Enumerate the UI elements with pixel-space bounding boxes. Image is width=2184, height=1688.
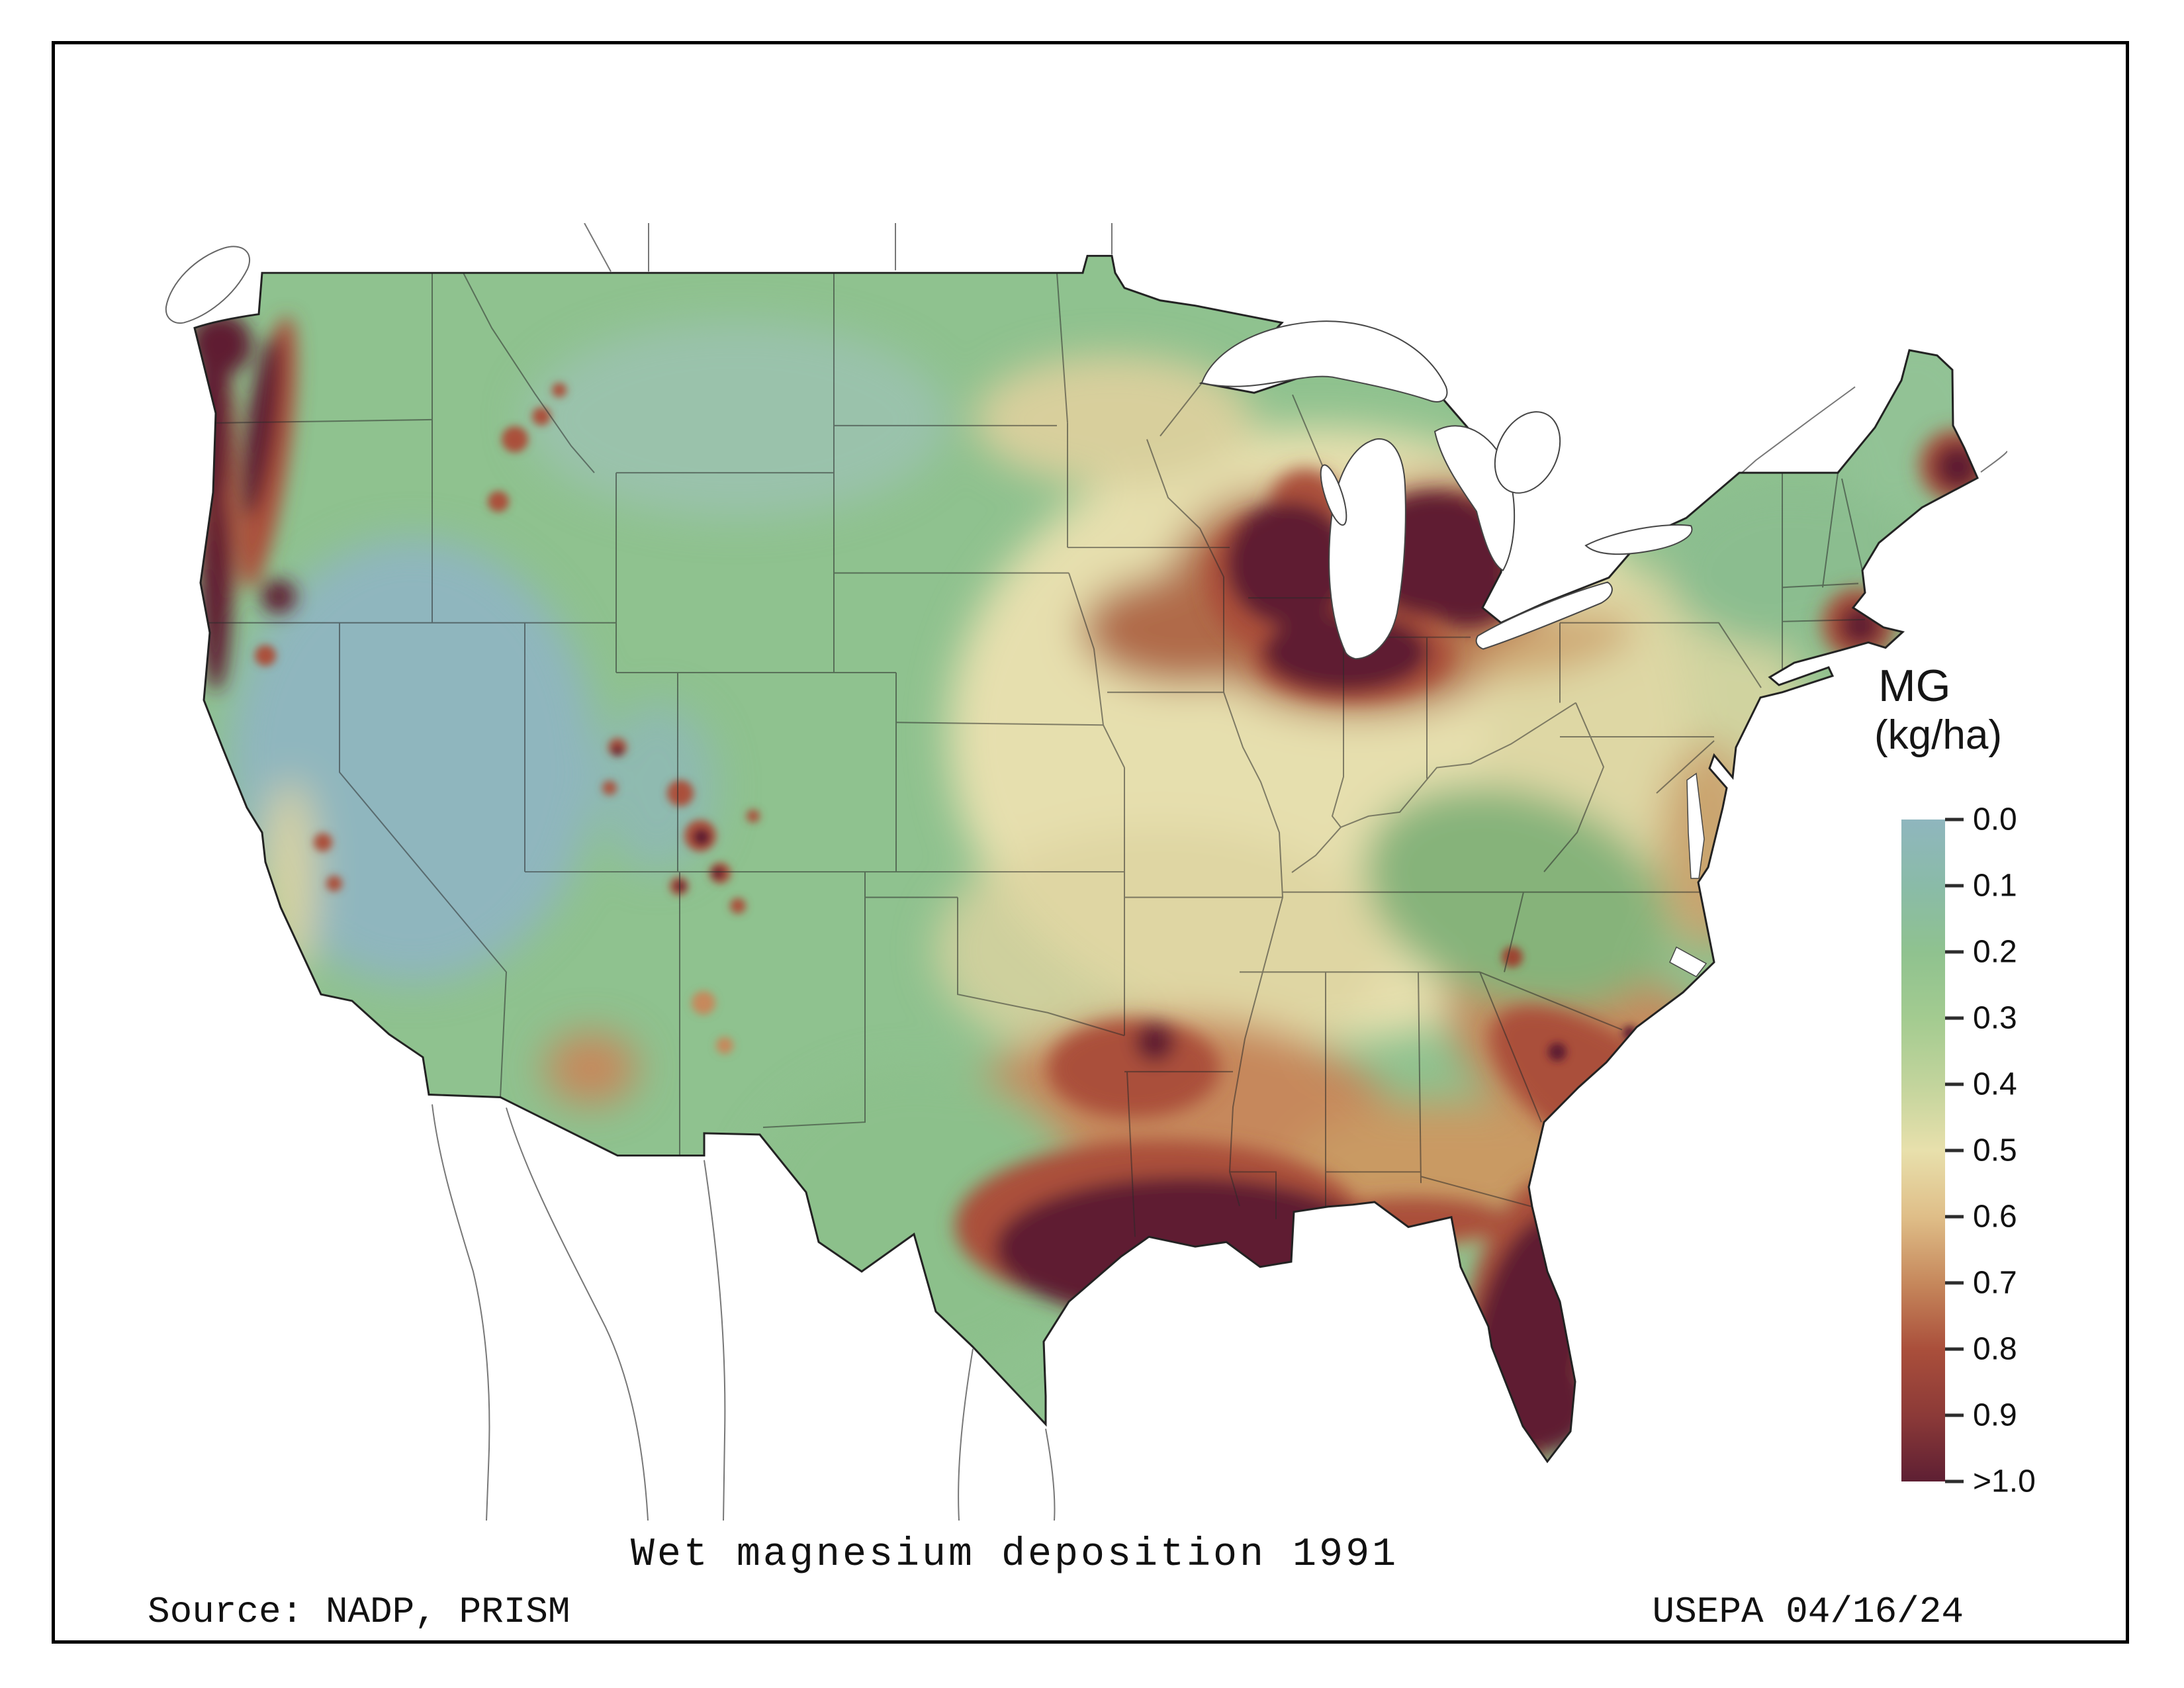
plot-frame: MG (kg/ha) 0.0 0.1 0.2 0.3 0.4 0.5 0.6 0.7 0.8 0.… <box>52 41 2129 1644</box>
map-title: Wet magnesium deposition 1991 <box>630 1532 1399 1577</box>
tick-mark <box>1945 884 1964 888</box>
legend-tick: >1.0 <box>1945 1464 2036 1500</box>
canada-mexico-context <box>165 223 2007 1521</box>
legend-tick: 0.3 <box>1945 1000 2017 1037</box>
tick-label: >1.0 <box>1973 1464 2036 1499</box>
legend: MG (kg/ha) 0.0 0.1 0.2 0.3 0.4 0.5 0.6 0.7 0.8 0.… <box>1865 660 2184 1499</box>
lake-superior <box>1201 320 1448 403</box>
tick-label: 0.2 <box>1973 934 2017 970</box>
legend-tick: 0.0 <box>1945 802 2017 838</box>
tick-mark <box>1945 1479 1964 1483</box>
tick-mark <box>1945 950 1964 954</box>
tick-label: 0.0 <box>1973 802 2017 837</box>
tick-label: 0.3 <box>1973 1000 2017 1036</box>
great-lakes <box>1201 320 1707 978</box>
legend-tick: 0.9 <box>1945 1397 2017 1434</box>
state-borders <box>204 272 1866 1237</box>
tick-mark <box>1945 1215 1964 1219</box>
tick-mark <box>1945 1149 1964 1152</box>
tick-label: 0.1 <box>1973 868 2017 904</box>
tick-label: 0.9 <box>1973 1397 2017 1433</box>
legend-title: MG <box>1878 661 1951 711</box>
chesapeake-bay <box>1686 773 1705 879</box>
pamlico-sound <box>1669 946 1707 978</box>
legend-bar <box>1901 820 1945 1482</box>
baja-coast <box>432 1104 490 1521</box>
legend-body: 0.0 0.1 0.2 0.3 0.4 0.5 0.6 0.7 0.8 0.9 >1.0 <box>1865 802 2184 1499</box>
tick-mark <box>1945 1082 1964 1086</box>
tick-label: 0.7 <box>1973 1265 2017 1301</box>
legend-tick: 0.1 <box>1945 868 2017 904</box>
legend-tick: 0.8 <box>1945 1331 2017 1368</box>
tick-mark <box>1945 1413 1964 1417</box>
lake-ontario <box>1584 524 1693 555</box>
tick-mark <box>1945 1016 1964 1020</box>
tick-label: 0.6 <box>1973 1199 2017 1235</box>
tick-mark <box>1945 1347 1964 1351</box>
tick-mark <box>1945 1281 1964 1285</box>
lake-erie <box>1475 581 1613 650</box>
source-text: Source: NADP, PRISM <box>148 1591 570 1633</box>
tick-label: 0.5 <box>1973 1133 2017 1168</box>
tick-label: 0.8 <box>1973 1331 2017 1367</box>
tick-mark <box>1945 818 1964 821</box>
legend-tick: 0.2 <box>1945 934 2017 970</box>
legend-tick: 0.4 <box>1945 1066 2017 1103</box>
us-deposition-map <box>165 223 2007 1521</box>
legend-tick: 0.6 <box>1945 1199 2017 1235</box>
green-bay <box>1320 464 1347 526</box>
vancouver-island <box>165 246 251 324</box>
legend-tick: 0.7 <box>1945 1265 2017 1301</box>
credit-text: USEPA 04/16/24 <box>1652 1591 1964 1633</box>
georgian-bay <box>1494 411 1561 494</box>
tick-label: 0.4 <box>1973 1066 2017 1102</box>
legend-units: (kg/ha) <box>1874 712 2002 759</box>
legend-tick: 0.5 <box>1945 1133 2017 1169</box>
lake-michigan <box>1328 438 1406 660</box>
